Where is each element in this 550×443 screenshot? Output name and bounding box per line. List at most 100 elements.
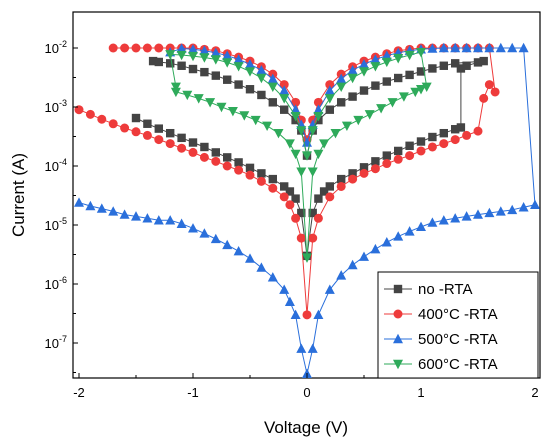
data-point [484,80,494,90]
data-point [313,309,324,320]
data-point [371,81,380,90]
data-point [359,86,369,95]
data-point [210,55,221,65]
data-point [336,181,346,191]
data-point [405,151,415,161]
data-point [325,182,334,191]
data-point [507,42,518,53]
data-point [313,97,323,107]
data-point [381,50,392,60]
data-point [462,61,471,70]
data-point [382,151,391,160]
data-point [296,126,307,136]
data-point [382,77,391,86]
data-point [222,50,233,60]
x-tick-label: -2 [73,385,85,400]
y-tick-label: 10-3 [45,98,67,115]
legend-label: 400°C -RTA [418,306,498,323]
data-point [267,73,278,84]
data-point [325,105,334,114]
data-point [353,115,364,126]
data-point [199,152,209,162]
legend-label: no -RTA [418,281,472,298]
data-point [462,130,472,140]
data-point [336,73,347,84]
data-point [222,239,233,250]
data-point [394,73,403,83]
data-point [290,309,301,320]
data-point [245,67,255,77]
x-tick-label: -1 [187,385,199,400]
data-point [393,54,404,64]
data-point [239,111,250,121]
data-point [336,82,347,92]
data-point [200,142,209,152]
data-point [319,187,329,196]
data-point [427,142,437,152]
data-point [376,104,387,114]
data-point [347,73,358,84]
data-point [166,59,175,68]
data-point [108,43,118,53]
data-point [438,215,449,225]
data-point [324,284,335,294]
legend-label: 500°C -RTA [418,331,498,348]
x-tick-label: 2 [531,385,538,400]
data-point [279,284,290,294]
data-point [439,128,448,138]
x-tick-label: 0 [303,385,310,400]
data-point [398,92,409,102]
data-point [279,80,289,90]
data-point [256,73,267,84]
data-point [245,163,255,173]
data-point [416,221,426,232]
data-point [307,167,318,177]
data-point [131,127,141,137]
data-point [296,167,307,177]
data-point [421,82,432,92]
data-point [280,105,289,114]
data-point [284,139,295,149]
data-point [330,128,341,139]
data-point [245,170,255,180]
data-point [495,206,506,216]
data-point [479,93,489,103]
data-point [518,42,529,53]
data-point [381,57,392,68]
data-point [405,141,414,150]
data-point [199,45,210,55]
data-point [234,80,243,89]
x-tick-label: 1 [417,385,424,400]
data-point [250,115,261,126]
data-point [176,50,187,61]
data-point [279,85,290,95]
data-point [438,42,449,53]
legend-marker [393,359,403,370]
legend-marker [393,333,403,344]
y-tick-label: 10-5 [45,216,67,233]
data-point [211,156,221,166]
data-point [280,182,289,191]
data-point [267,272,278,282]
data-point [359,67,369,77]
data-point [256,176,266,186]
data-point [473,42,483,53]
legend-item: 600°C -RTA [384,356,498,373]
data-point [176,218,187,228]
legend-items: no -RTA 400°C -RTA 500°C -RTA 600°C -RTA [384,281,498,373]
data-point [319,139,330,149]
data-point [456,64,466,73]
data-point [108,206,119,216]
data-point [177,143,187,153]
data-point [341,121,352,132]
legend-label: 600°C -RTA [418,356,498,373]
data-point [285,187,295,196]
data-point [371,157,380,166]
data-point [233,54,244,64]
data-point [451,125,460,134]
data-point [210,47,221,57]
data-point [85,109,95,119]
data-point [347,259,358,270]
data-point [193,94,204,104]
